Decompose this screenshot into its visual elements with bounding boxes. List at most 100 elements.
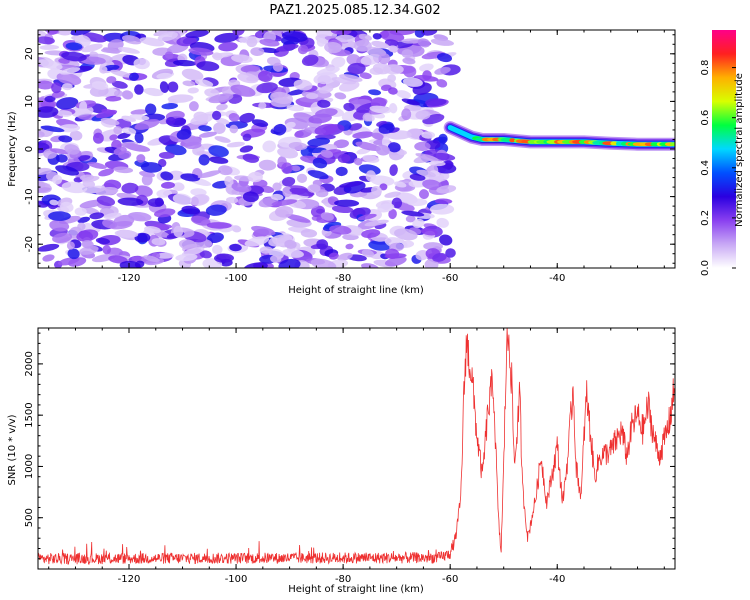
y-tick-label: 0 bbox=[24, 146, 35, 152]
heatmap-noise-cell bbox=[197, 170, 222, 179]
x-tick-label: -120 bbox=[118, 273, 141, 284]
top-x-axis: -120 -100 -80 -60 -40 bbox=[48, 30, 665, 284]
heatmap-noise-cell bbox=[231, 54, 253, 64]
heatmap-noise-cell bbox=[364, 219, 389, 227]
heatmap-noise-cell bbox=[143, 87, 164, 97]
heatmap-noise-cell bbox=[394, 228, 418, 241]
heatmap-noise-cell bbox=[190, 215, 211, 226]
heatmap-noise-cell bbox=[91, 81, 109, 90]
heatmap-noise-cell bbox=[275, 44, 299, 52]
heatmap-noise-cell bbox=[56, 110, 73, 117]
heatmap-noise-cell bbox=[55, 97, 79, 110]
y-tick-label: -10 bbox=[24, 188, 35, 204]
x-tick-label: -60 bbox=[442, 574, 458, 585]
heatmap-noise-cell bbox=[375, 144, 390, 156]
heatmap-noise-cell bbox=[212, 244, 223, 255]
heatmap-noise-cell bbox=[154, 208, 176, 218]
heatmap-noise-cell bbox=[316, 239, 329, 250]
heatmap-noise-cell bbox=[242, 133, 252, 142]
heatmap-noise-cell bbox=[318, 85, 334, 94]
heatmap-noise-cell bbox=[320, 149, 334, 158]
heatmap-noise-cell bbox=[147, 198, 165, 208]
heatmap-noise-cell bbox=[384, 39, 399, 47]
heatmap-noise-cell bbox=[165, 116, 176, 125]
heatmap-noise-cell bbox=[47, 30, 59, 35]
heatmap-noise-cell bbox=[370, 175, 395, 186]
heatmap-noise-cell bbox=[214, 253, 234, 263]
heatmap-noise-cell bbox=[167, 81, 179, 93]
heatmap-noise-cell bbox=[360, 53, 382, 66]
heatmap-noise-cell bbox=[387, 74, 396, 83]
heatmap-noise-cell bbox=[339, 74, 363, 82]
heatmap-noise-cell bbox=[204, 88, 220, 98]
heatmap-noise-cell bbox=[67, 248, 80, 260]
heatmap-noise-cell bbox=[96, 195, 116, 206]
heatmap-noise-cell bbox=[121, 142, 138, 149]
heatmap-noise-cell bbox=[285, 213, 311, 223]
heatmap-noise-cell bbox=[161, 103, 178, 110]
chart-title: PAZ1.2025.085.12.34.G02 bbox=[269, 3, 440, 18]
heatmap-noise-cell bbox=[353, 157, 363, 166]
snr-series-line bbox=[38, 328, 675, 565]
x-tick-label: -80 bbox=[335, 273, 351, 284]
heatmap-noise-cell bbox=[89, 212, 104, 220]
heatmap-noise-cell bbox=[412, 218, 425, 229]
heatmap-noise-cell bbox=[420, 228, 438, 236]
heatmap-noise-cell bbox=[198, 154, 210, 166]
heatmap-noise-cell bbox=[134, 119, 160, 130]
heatmap-noise-cell bbox=[49, 148, 69, 155]
heatmap-noise-cell bbox=[439, 234, 453, 246]
heatmap-noise-cell bbox=[333, 139, 349, 149]
heatmap-noise-cell bbox=[42, 254, 55, 262]
heatmap-noise-cell bbox=[371, 40, 390, 49]
heatmap-noise-cell bbox=[95, 237, 110, 245]
heatmap-noise-cell bbox=[110, 69, 133, 78]
x-tick-label: -40 bbox=[549, 574, 565, 585]
heatmap-noise-cell bbox=[270, 255, 282, 263]
heatmap-noise-cell bbox=[55, 165, 80, 176]
heatmap-noise-cell bbox=[361, 249, 375, 258]
heatmap-noise-cell bbox=[317, 99, 331, 108]
heatmap-noise-cell bbox=[39, 44, 60, 50]
heatmap-noise-cell bbox=[109, 134, 118, 141]
heatmap-noise-cell bbox=[156, 189, 172, 198]
heatmap-noise-cell bbox=[61, 181, 88, 194]
heatmap-noise-cell bbox=[271, 199, 298, 207]
heatmap-noise-cell bbox=[330, 30, 352, 35]
heatmap-noise-cell bbox=[51, 82, 62, 94]
heatmap-noise-cell bbox=[38, 243, 60, 252]
heatmap-noise-cell bbox=[176, 129, 192, 140]
heatmap-noise-cell bbox=[161, 181, 175, 189]
heatmap-noise-cell bbox=[362, 154, 380, 163]
heatmap-noise-cell bbox=[282, 176, 296, 187]
heatmap-noise-cell bbox=[385, 248, 400, 260]
colorbar-tick-label: 0.0 bbox=[700, 260, 711, 276]
heatmap-noise-cell bbox=[377, 203, 395, 213]
heatmap-noise-cell bbox=[129, 72, 139, 81]
heatmap-noise-cell bbox=[185, 30, 209, 38]
heatmap-signal-track bbox=[443, 121, 675, 151]
bottom-y-axis: 500 1000 1500 2000 bbox=[24, 332, 675, 570]
heatmap-noise-cell bbox=[61, 83, 73, 91]
heatmap-noise-cell bbox=[250, 47, 265, 57]
heatmap-noise-cell bbox=[423, 242, 443, 251]
heatmap-noise-cell bbox=[60, 201, 74, 213]
top-y-axis: -20 -10 0 10 20 bbox=[24, 34, 675, 264]
heatmap-noise-cell bbox=[156, 252, 174, 259]
heatmap-noise-cell bbox=[415, 153, 439, 162]
heatmap-noise-cell bbox=[425, 98, 447, 106]
heatmap-noise-cell bbox=[352, 131, 375, 139]
heatmap-noise-cell bbox=[239, 145, 254, 153]
heatmap-noise-cell bbox=[194, 79, 214, 87]
heatmap-noise-cell bbox=[396, 90, 411, 99]
heatmap-noise-cell bbox=[129, 114, 150, 121]
heatmap-noise-cell bbox=[38, 167, 52, 175]
bottom-x-axis: -120 -100 -80 -60 -40 bbox=[48, 328, 665, 585]
heatmap-noise-cell bbox=[240, 64, 261, 73]
heatmap-noise-cell bbox=[173, 59, 197, 67]
heatmap-noise-cell bbox=[284, 239, 297, 249]
heatmap-noise-cell bbox=[38, 30, 47, 38]
heatmap-noise-cell bbox=[175, 253, 198, 262]
heatmap-noise-cell bbox=[378, 123, 395, 134]
heatmap-noise-cell bbox=[293, 79, 313, 91]
